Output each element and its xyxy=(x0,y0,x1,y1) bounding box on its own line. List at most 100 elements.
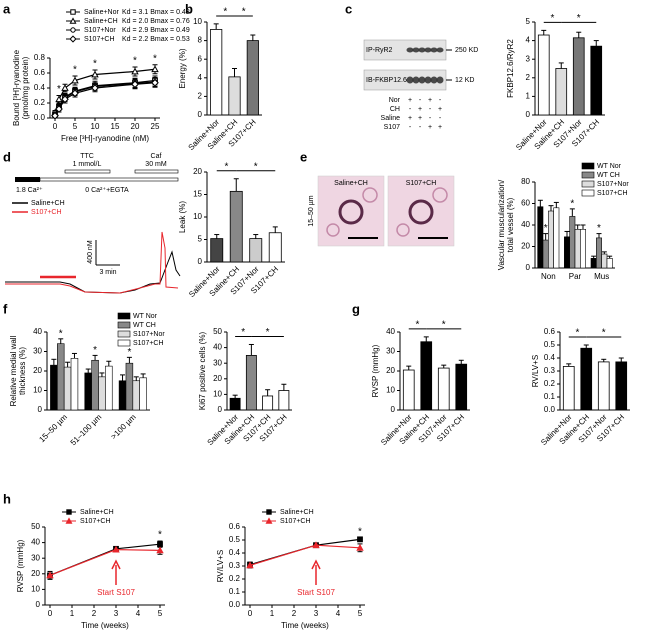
significance-label: * xyxy=(127,347,131,358)
trace-label: 0 Ca²⁺+EGTA xyxy=(85,187,129,194)
legend-swatch xyxy=(117,321,131,329)
bar xyxy=(118,380,127,411)
y-tick-label: 0.5 xyxy=(229,535,241,544)
y-tick-label: 0 xyxy=(526,263,531,272)
treatment-label: S107 xyxy=(384,124,400,131)
bar xyxy=(542,239,549,269)
y-tick-label: 30 xyxy=(386,347,395,356)
x-tick-label: 25 xyxy=(151,122,160,131)
y-tick-label: 5 xyxy=(198,235,203,244)
y-tick-label: 0.1 xyxy=(229,587,241,596)
y-tick-label: 20 xyxy=(33,366,42,375)
x-tick-label: 15 xyxy=(111,122,120,131)
y-axis-label: FKBP12.6/RyR2 xyxy=(506,39,515,98)
y-tick-label: 0.1 xyxy=(544,392,556,401)
blot-band xyxy=(406,76,414,84)
series-line xyxy=(49,549,161,576)
y-tick-label: 8 xyxy=(198,36,203,45)
annotation-arrowhead xyxy=(111,559,121,570)
protocol-bar xyxy=(134,169,179,174)
image-title: Saline+CH xyxy=(334,180,368,187)
legend-stats: Kd = 3.1 Bmax = 0.48 xyxy=(122,9,190,16)
x-tick-label: 10 xyxy=(91,122,100,131)
marker xyxy=(55,105,63,113)
x-tick-label: 1 xyxy=(270,609,275,618)
bar xyxy=(402,369,415,411)
blot-band xyxy=(430,47,438,53)
y-tick-label: 0 xyxy=(391,405,396,414)
marker xyxy=(65,517,73,524)
y-axis-label: RVSP (mmHg) xyxy=(16,539,25,592)
y-tick-label: 0.3 xyxy=(229,561,241,570)
y-axis-label: total vessel (%) xyxy=(506,197,515,252)
bar xyxy=(564,236,570,269)
x-tick-label: 5 xyxy=(358,609,363,618)
legend-label: WT CH xyxy=(133,322,156,329)
blot-size-label: 12 KD xyxy=(455,77,474,84)
bar xyxy=(132,380,140,411)
protocol-bar xyxy=(39,177,179,182)
y-tick-label: 0.3 xyxy=(544,366,556,375)
y-tick-label: 0.0 xyxy=(34,113,46,122)
x-tick-label: 2 xyxy=(292,609,297,618)
y-tick-label: 20 xyxy=(193,167,202,176)
y-tick-label: 0.6 xyxy=(229,522,241,531)
bar xyxy=(580,347,593,411)
y-tick-label: 20 xyxy=(31,569,40,578)
y-tick-label: 0.6 xyxy=(544,327,556,336)
blot-row-label: IB-FKBP12.6 xyxy=(366,77,407,84)
bar xyxy=(420,341,433,411)
x-tick-label: 4 xyxy=(136,609,141,618)
x-tick-label: 3 xyxy=(314,609,319,618)
y-axis-label: RV/LV+S xyxy=(531,355,540,387)
y-tick-label: 10 xyxy=(386,386,395,395)
x-tick-label: 20 xyxy=(131,122,140,131)
y-tick-label: 0.4 xyxy=(34,83,46,92)
size-label: 15–50 µm xyxy=(308,195,315,226)
y-tick-label: 10 xyxy=(193,212,202,221)
bar xyxy=(601,253,608,269)
significance-label: * xyxy=(93,345,97,356)
y-tick-label: 50 xyxy=(31,522,40,531)
trace-line xyxy=(5,231,179,294)
legend-label: Saline+CH xyxy=(31,200,65,207)
marker xyxy=(151,65,159,73)
treatment-sign: - xyxy=(409,124,412,131)
marker xyxy=(357,536,363,543)
bar xyxy=(50,364,58,411)
legend-swatch xyxy=(117,339,131,347)
y-tick-label: 10 xyxy=(213,390,222,399)
bar xyxy=(572,37,585,116)
significance-label: * xyxy=(576,328,580,339)
significance-label: * xyxy=(570,199,574,210)
legend-label: S107+CH xyxy=(31,209,62,216)
bar xyxy=(229,190,243,263)
y-tick-label: 30 xyxy=(33,347,42,356)
y-tick-label: 0.2 xyxy=(229,574,241,583)
bar xyxy=(574,229,581,269)
treatment-sign: + xyxy=(438,124,442,131)
annotation-arrowhead xyxy=(311,559,321,570)
bar xyxy=(606,258,613,269)
significance-label: * xyxy=(93,59,97,70)
bar xyxy=(537,206,544,269)
bar xyxy=(615,361,628,411)
y-tick-label: 0 xyxy=(218,405,223,414)
treatment-sign: + xyxy=(428,124,432,131)
legend-swatch xyxy=(117,330,131,338)
panel-letter: h xyxy=(3,491,11,506)
bar xyxy=(590,45,603,116)
y-axis-label: Ki67 positive cells (%) xyxy=(198,332,207,411)
marker xyxy=(312,541,320,549)
treatment-sign: + xyxy=(418,115,422,122)
y-axis-label: RVSP (mmHg) xyxy=(371,344,380,397)
panel-letter: b xyxy=(185,1,193,16)
significance-label: * xyxy=(551,13,555,24)
marker xyxy=(265,517,273,524)
y-tick-label: 10 xyxy=(33,386,42,395)
legend-stats: Kd = 2.0 Bmax = 0.76 xyxy=(122,18,190,25)
legend-label: S107+CH xyxy=(597,190,628,197)
trace-label: 400 nM xyxy=(87,240,94,264)
y-tick-label: 0 xyxy=(36,600,41,609)
